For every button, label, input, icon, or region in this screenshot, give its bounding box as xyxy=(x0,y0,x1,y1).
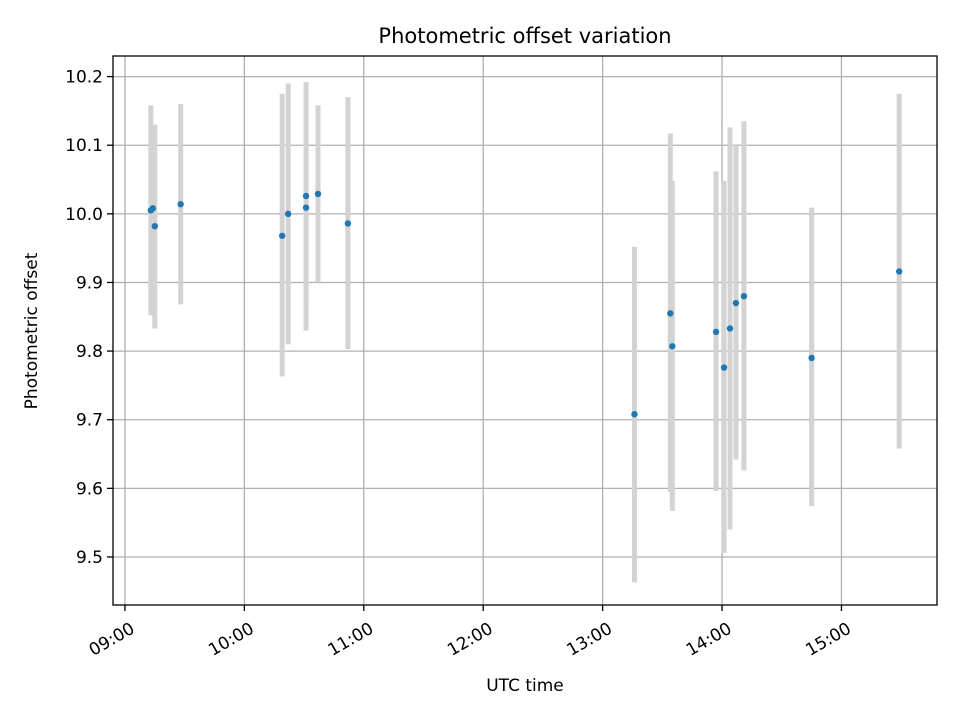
y-tick-label: 10.1 xyxy=(65,136,103,156)
data-point xyxy=(284,210,292,218)
chart-title: Photometric offset variation xyxy=(378,24,671,48)
data-point xyxy=(278,232,286,239)
data-points xyxy=(147,190,903,418)
data-point xyxy=(732,299,740,307)
data-point xyxy=(314,190,322,198)
data-point xyxy=(177,201,184,208)
data-point xyxy=(344,220,352,227)
data-point xyxy=(631,411,638,418)
data-point xyxy=(740,292,748,300)
y-tick-label: 10.0 xyxy=(65,205,103,225)
data-point xyxy=(720,364,728,371)
data-point xyxy=(808,354,815,362)
data-point xyxy=(667,310,674,317)
y-tick-label: 9.7 xyxy=(76,411,103,431)
data-point xyxy=(302,204,310,211)
y-tick-label: 9.6 xyxy=(76,479,103,499)
y-tick-label: 10.2 xyxy=(65,68,103,88)
data-point xyxy=(712,328,720,336)
y-axis-ticks: 9.5 9.6 9.7 9.8 9.9 10.0 10.1 10.2 xyxy=(65,68,113,568)
x-axis-label: UTC time xyxy=(486,676,564,696)
y-tick-label: 9.8 xyxy=(76,342,103,362)
y-axis-label: Photometric offset xyxy=(22,252,42,409)
data-point xyxy=(149,205,157,212)
plot-frame xyxy=(112,55,938,606)
data-point xyxy=(726,325,734,332)
data-point xyxy=(895,268,903,275)
data-point xyxy=(302,192,310,200)
y-tick-label: 9.5 xyxy=(76,548,103,568)
y-tick-label: 9.9 xyxy=(76,273,103,293)
data-point xyxy=(151,222,158,230)
data-point xyxy=(669,343,676,350)
